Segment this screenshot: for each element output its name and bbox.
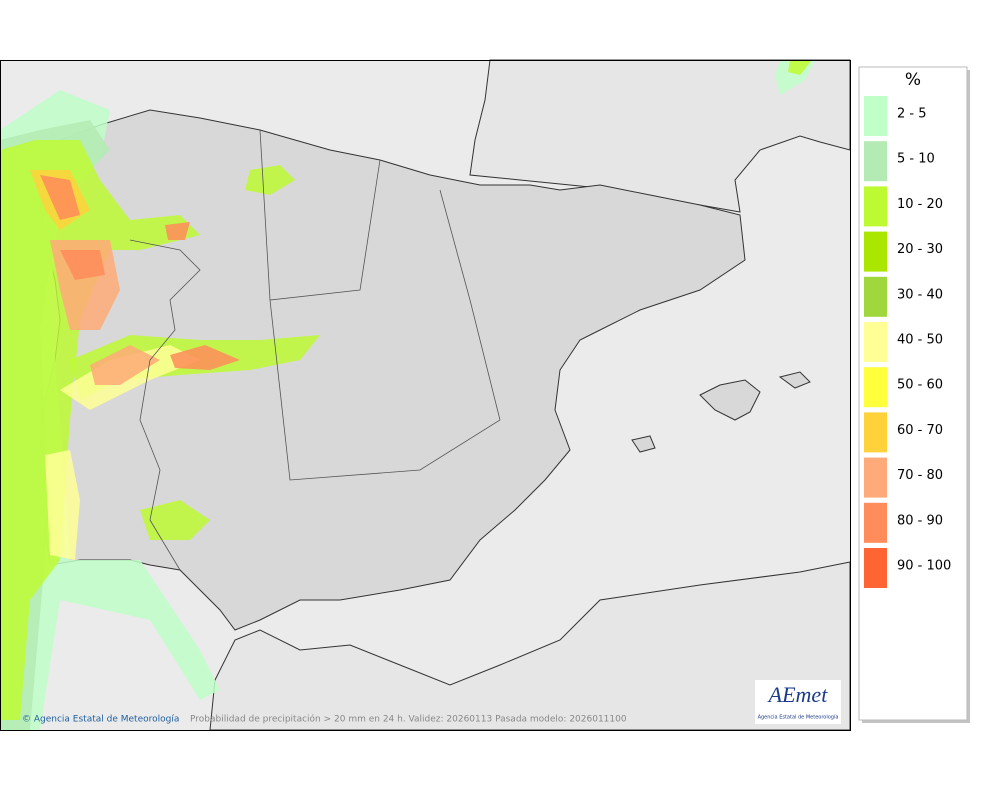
precip-area (140, 500, 210, 540)
legend-title: % (905, 70, 921, 90)
legend-swatch (864, 231, 887, 272)
map-border (0, 60, 851, 731)
legend-swatch (864, 96, 887, 136)
logo-name: AEmet (767, 682, 829, 707)
legend-swatch (864, 502, 887, 543)
credit: © Agencia Estatal de Meteorología (22, 715, 179, 725)
legend-label: 20 - 30 (897, 242, 943, 257)
legend-label: 60 - 70 (897, 423, 943, 438)
legend-swatch (864, 548, 887, 588)
precip-area (165, 222, 190, 240)
legend-label: 80 - 90 (897, 513, 943, 528)
legend-label: 70 - 80 (897, 468, 943, 483)
legend-swatch (864, 322, 887, 362)
legend-label: 40 - 50 (897, 333, 943, 348)
legend-swatch (864, 141, 887, 182)
precip-area (0, 140, 200, 720)
logo-box (755, 680, 841, 724)
legend-items: 2 - 5 5 - 10 10 - 20 20 - 30 30 - 40 40 - 50 5… (864, 96, 951, 588)
precip-area (170, 345, 240, 370)
legend-label: 10 - 20 (897, 197, 943, 212)
precip-area (90, 345, 160, 385)
legend-label: 30 - 40 (897, 287, 943, 302)
legend-swatch (864, 457, 887, 498)
legend-label: 2 - 5 (897, 107, 927, 122)
caption: Probabilidad de precipitación > 20 mm en… (190, 714, 627, 725)
precip-area (45, 450, 80, 560)
legend-swatch (864, 276, 887, 317)
land (34, 59, 851, 731)
borders (129, 129, 501, 571)
legend-label: 50 - 60 (897, 378, 943, 393)
precipitation-field (0, 60, 815, 730)
precip-area (40, 175, 80, 220)
precip-area (788, 60, 812, 75)
logo-subtitle: Agencia Estatal de Meteorología (758, 714, 839, 721)
precip-area (60, 250, 105, 280)
legend-swatch (864, 367, 887, 408)
legend-label: 5 - 10 (897, 152, 935, 167)
legend-swatch (864, 412, 887, 453)
precip-area (245, 165, 295, 195)
legend-swatch (864, 186, 887, 227)
legend-label: 90 - 100 (897, 559, 951, 574)
